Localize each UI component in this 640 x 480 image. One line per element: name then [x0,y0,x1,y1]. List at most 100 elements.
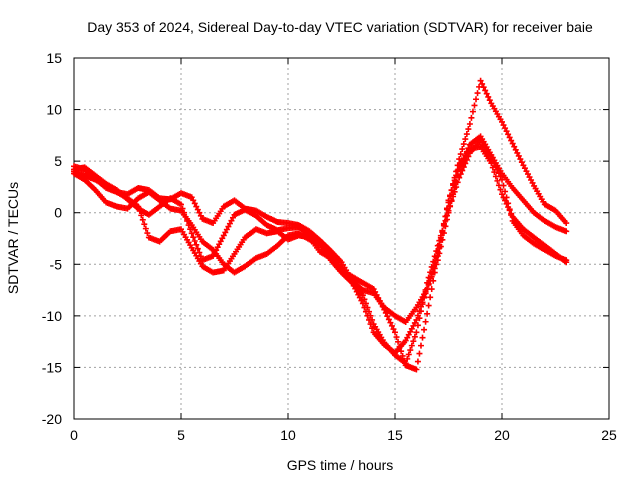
data-point [494,166,501,173]
data-point [563,220,570,227]
x-tick-label: 25 [601,427,617,443]
data-point [466,121,473,128]
data-point [450,182,457,189]
data-point [459,146,466,153]
data-point [392,329,398,336]
data-point [417,308,424,315]
data-point [188,230,195,237]
y-axis-label: SDTVAR / TECUs [5,182,21,294]
data-point [413,329,420,336]
data-point [434,253,441,260]
data-point [424,310,431,317]
data-point [419,334,426,341]
data-point [503,128,510,135]
data-point [190,197,197,204]
data-point [419,301,426,308]
data-point [194,245,201,252]
data-point [428,263,435,270]
data-point [136,207,143,214]
data-point [367,312,374,319]
data-point [431,269,438,276]
data-point [410,338,417,345]
data-point [369,325,376,332]
data-point [500,122,507,129]
data-point [421,293,428,300]
data-point [454,179,461,186]
data-point [512,146,519,153]
data-point [494,177,501,184]
data-point [381,306,388,313]
data-point [473,96,480,103]
data-point [482,87,489,94]
data-point [462,136,469,143]
data-point [447,202,454,209]
data-point [477,77,484,84]
series-track-4 [71,143,570,373]
data-point [197,212,204,219]
x-tick-label: 0 [70,427,78,443]
data-point [422,318,429,325]
data-point [499,176,505,183]
data-point [508,137,515,144]
data-point [190,234,197,241]
data-point [469,108,476,115]
data-point [364,304,371,311]
data-point [428,286,435,293]
data-point [460,141,467,148]
data-point [384,313,391,320]
data-point [492,163,499,170]
data-point [362,300,369,307]
data-point [411,333,418,340]
data-point [503,200,510,207]
data-point [489,164,496,171]
data-point [388,322,395,329]
data-point [361,296,368,303]
data-point [193,241,200,248]
data-point [491,169,498,176]
data-point [451,188,458,195]
data-point [142,225,149,232]
x-tick-label: 5 [177,427,185,443]
data-point [448,187,455,194]
data-point [486,97,493,104]
data-point [401,357,408,364]
data-point [518,159,525,166]
data-point [485,93,492,100]
y-tick-label: 10 [46,102,62,118]
data-point [456,174,463,181]
data-point [502,125,509,132]
axis-ticks: 0 5 10 15 20 25 -20 -15 -10 -5 0 5 10 15 [42,50,617,443]
data-point [404,355,411,362]
data-point [191,200,198,207]
data-point [437,237,444,244]
data-point [144,230,151,237]
data-point [433,248,440,255]
data-point [425,274,432,281]
data-point [502,197,509,204]
data-point [430,258,437,265]
data-point [502,188,509,195]
x-tick-label: 10 [280,427,296,443]
data-point [483,90,490,97]
data-point [382,309,389,316]
data-points [71,77,570,373]
data-point [442,213,449,220]
y-tick-label: 5 [54,153,62,169]
y-tick-label: -20 [42,411,62,427]
data-point [417,342,424,349]
data-point [425,302,432,309]
plot-frame [73,57,610,420]
data-point [414,358,421,365]
data-point [193,203,200,210]
chart-title: Day 353 of 2024, Sidereal Day-to-day VTE… [87,19,593,35]
data-point [390,326,397,333]
data-point [479,80,486,87]
data-point [563,259,570,266]
data-point [465,126,472,133]
data-point [488,154,495,161]
y-tick-label: -10 [42,308,62,324]
data-point [480,84,487,91]
data-point [424,279,431,286]
data-point [505,204,512,211]
